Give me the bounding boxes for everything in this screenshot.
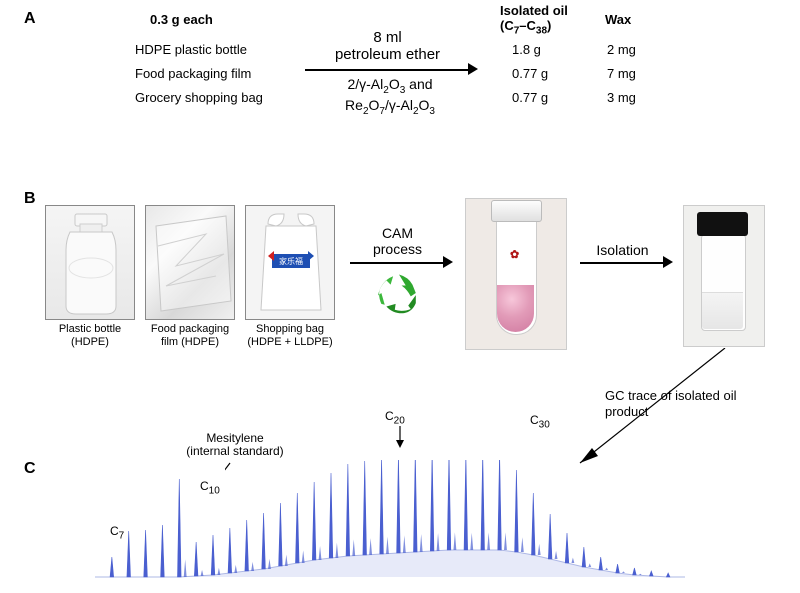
gc-trace-container xyxy=(80,460,700,585)
photo-bottle-label: Plastic bottle (HDPE) xyxy=(45,323,135,348)
reaction-line2: petroleum ether xyxy=(335,46,440,63)
bottle-illustration xyxy=(46,206,136,321)
arrow-mesitylene xyxy=(225,460,285,540)
svg-text:家乐福: 家乐福 xyxy=(279,256,303,266)
wax-0: 2 mg xyxy=(607,42,636,57)
col-oil-header: Isolated oil (C7–C38) xyxy=(500,4,585,37)
reaction-top-text: 8 ml petroleum ether xyxy=(305,29,470,64)
oil-2: 0.77 g xyxy=(512,90,548,105)
mesitylene-l1: Mesitylene xyxy=(206,431,263,445)
photo-bag-label: Shopping bag (HDPE + LLDPE) xyxy=(245,323,335,348)
arrow-c20 xyxy=(392,424,412,454)
reaction-arrow-head xyxy=(468,63,478,75)
cam-label: CAM process xyxy=(350,225,445,257)
vial-cap xyxy=(697,212,748,236)
gc-trace-svg xyxy=(80,460,700,585)
arrow-cam-line xyxy=(350,262,445,264)
reaction-catalyst: 2/γ-Al2O3 and Re2O7/γ-Al2O3 xyxy=(305,76,475,118)
col-oil-header-l1: Isolated oil xyxy=(500,3,568,18)
reaction-line1: 8 ml xyxy=(373,29,401,46)
oil-1: 0.77 g xyxy=(512,66,548,81)
bag-illustration: 家乐福 xyxy=(246,206,336,321)
photo-film-l1: Food packaging xyxy=(151,323,229,335)
reaction-tube: ✿ xyxy=(488,200,543,345)
cam-l2: process xyxy=(373,241,422,257)
sample-row-0: HDPE plastic bottle xyxy=(135,42,247,57)
col-wax-header: Wax xyxy=(605,12,631,27)
panel-label-b: B xyxy=(24,190,36,208)
panel-label-c: C xyxy=(24,460,36,478)
label-c7: C7 xyxy=(110,524,124,541)
mass-header: 0.3 g each xyxy=(150,12,213,27)
photo-bottle xyxy=(45,205,135,320)
vial-liquid xyxy=(702,292,743,329)
recycle-icon xyxy=(378,272,420,314)
wax-1: 7 mg xyxy=(607,66,636,81)
mesitylene-l2: (internal standard) xyxy=(186,444,283,458)
film-illustration xyxy=(146,206,236,321)
tube-logo-icon: ✿ xyxy=(510,248,522,260)
oil-0: 1.8 g xyxy=(512,42,541,57)
photo-bottle-l2: (HDPE) xyxy=(71,336,109,348)
arrow-iso-line xyxy=(580,262,665,264)
tube-cap xyxy=(491,200,542,222)
label-c10: C10 xyxy=(200,479,220,496)
reaction-arrow-line xyxy=(305,69,470,71)
panel-label-a: A xyxy=(24,10,36,28)
gc-caption: GC trace of isolated oilproduct xyxy=(605,388,737,419)
photo-bag-l2: (HDPE + LLDPE) xyxy=(247,336,332,348)
photo-bag: 家乐福 xyxy=(245,205,335,320)
photo-bottle-l1: Plastic bottle xyxy=(59,323,121,335)
photo-film-label: Food packaging film (HDPE) xyxy=(145,323,235,348)
tube-liquid xyxy=(497,285,534,332)
wax-2: 3 mg xyxy=(607,90,636,105)
label-mesitylene: Mesitylene (internal standard) xyxy=(170,432,300,458)
product-vial xyxy=(695,212,750,337)
label-c30: C30 xyxy=(530,413,550,430)
sample-row-2: Grocery shopping bag xyxy=(135,90,263,105)
sample-row-1: Food packaging film xyxy=(135,66,251,81)
arrow-cam-head xyxy=(443,256,453,268)
photo-bag-l1: Shopping bag xyxy=(256,323,324,335)
isolation-label: Isolation xyxy=(580,242,665,258)
photo-film xyxy=(145,205,235,320)
photo-film-l2: film (HDPE) xyxy=(161,336,219,348)
cam-l1: CAM xyxy=(382,225,413,241)
